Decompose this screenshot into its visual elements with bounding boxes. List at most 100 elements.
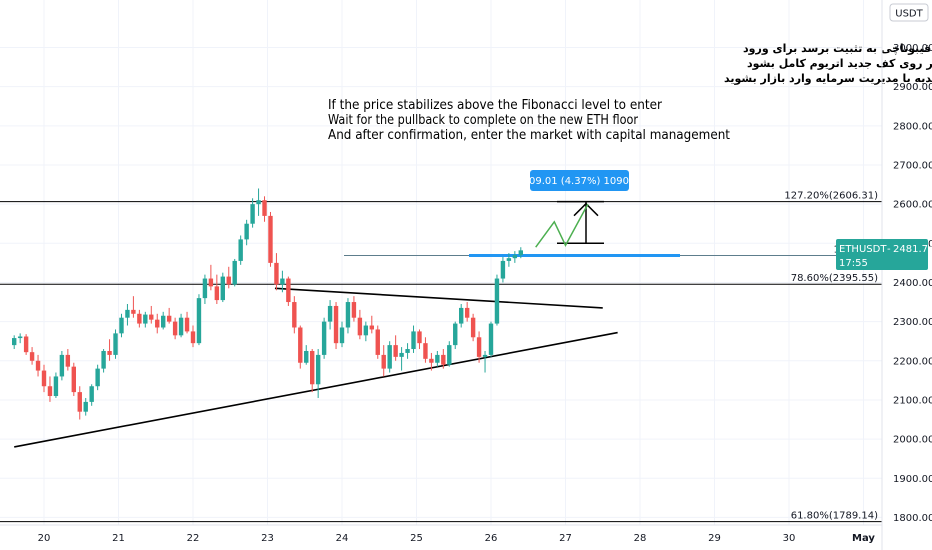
price-tick-label: 2000.00 bbox=[893, 435, 932, 446]
candle bbox=[35, 354, 41, 377]
candle-body bbox=[166, 315, 172, 322]
candle-body bbox=[435, 354, 440, 363]
candle bbox=[441, 349, 446, 369]
candle-body bbox=[47, 386, 53, 397]
price-tick-label: 2400.00 bbox=[893, 278, 932, 289]
candle bbox=[369, 315, 374, 334]
candle bbox=[238, 235, 243, 265]
currency-button-bg[interactable] bbox=[889, 3, 929, 22]
currency-button[interactable]: USDT bbox=[889, 3, 929, 22]
projection-path bbox=[535, 203, 589, 248]
candle bbox=[482, 350, 488, 373]
currency-button-label[interactable]: USDT bbox=[895, 9, 923, 20]
candle-body bbox=[399, 352, 404, 357]
candle bbox=[41, 364, 47, 393]
candle-body bbox=[178, 317, 184, 336]
candle bbox=[298, 325, 303, 369]
candle-body bbox=[315, 354, 321, 385]
candle bbox=[220, 272, 225, 303]
price-tag: ETHUSDT - 2481.74 17:55 bbox=[836, 239, 932, 270]
candle-body bbox=[494, 278, 500, 324]
candle-body bbox=[172, 321, 178, 336]
candle bbox=[321, 317, 327, 359]
price-tick-label: 2800.00 bbox=[893, 121, 932, 132]
persian-annotation: قیمت اگر بالای تراز فیبوناچی به تثبیت بر… bbox=[724, 42, 932, 85]
candle bbox=[155, 313, 160, 334]
candle bbox=[23, 334, 29, 355]
candle bbox=[375, 325, 380, 359]
candle-body bbox=[417, 331, 422, 344]
candle-body bbox=[393, 345, 398, 357]
candle bbox=[250, 198, 255, 228]
english-annotation: If the price stabilizes above the Fibona… bbox=[328, 97, 730, 143]
candle-body bbox=[292, 302, 297, 328]
candle-body bbox=[387, 345, 392, 369]
price-tag-bg bbox=[836, 239, 928, 270]
candle-body bbox=[321, 321, 327, 355]
time-tick-label: 20 bbox=[38, 533, 51, 544]
candle bbox=[184, 311, 190, 334]
candle-body bbox=[29, 352, 35, 361]
candle bbox=[464, 302, 470, 322]
candle bbox=[95, 364, 100, 391]
candle bbox=[65, 349, 71, 371]
candle bbox=[226, 266, 231, 289]
price-range-measure bbox=[557, 200, 604, 245]
candle bbox=[315, 349, 321, 398]
candle-body bbox=[304, 350, 309, 363]
time-tick-label: 25 bbox=[410, 533, 423, 544]
candle bbox=[119, 313, 124, 338]
time-tick-label: 30 bbox=[783, 533, 796, 544]
candle bbox=[131, 296, 136, 318]
fib-label: 78.60%(2395.55) bbox=[791, 273, 878, 284]
candle bbox=[71, 362, 76, 397]
candle bbox=[292, 296, 297, 334]
candle-body bbox=[83, 401, 88, 412]
candle bbox=[244, 219, 249, 246]
time-tick-label: 21 bbox=[112, 533, 125, 544]
candle-body bbox=[256, 200, 261, 205]
candle-body bbox=[149, 314, 154, 320]
candle-body bbox=[351, 302, 357, 318]
candle bbox=[399, 347, 404, 371]
candle-body bbox=[459, 307, 464, 324]
candle bbox=[512, 251, 518, 263]
candle bbox=[172, 317, 178, 340]
candle bbox=[310, 349, 315, 393]
candle-body bbox=[429, 358, 434, 363]
candle-body bbox=[59, 354, 65, 377]
candle-body bbox=[357, 317, 363, 336]
candle-body bbox=[244, 223, 249, 240]
time-tick-label: 23 bbox=[261, 533, 274, 544]
candle bbox=[494, 274, 500, 326]
candle-body bbox=[363, 325, 369, 336]
candle-body bbox=[333, 305, 339, 344]
english-line-2: Wait for the pullback to complete on the… bbox=[328, 112, 638, 128]
candle-body bbox=[107, 350, 112, 355]
candle bbox=[411, 325, 416, 353]
measure-badge-bg bbox=[530, 170, 629, 191]
candle bbox=[381, 345, 386, 377]
candle bbox=[429, 352, 434, 371]
time-axis[interactable]: 20 21 22 23 24 25 26 27 28 29 30 May bbox=[0, 524, 882, 544]
candle bbox=[143, 311, 148, 328]
measure-badge: 109.01 (4.37%) 10901 bbox=[523, 170, 636, 191]
candle bbox=[29, 347, 35, 365]
candle bbox=[208, 264, 214, 291]
candle bbox=[232, 258, 237, 287]
candle bbox=[286, 276, 291, 306]
candle-body bbox=[339, 327, 345, 344]
candle bbox=[447, 341, 452, 367]
price-tick-label: 1900.00 bbox=[893, 474, 932, 485]
projection-line bbox=[535, 203, 589, 248]
candle-body bbox=[369, 325, 374, 330]
candle-body bbox=[89, 386, 94, 402]
measure-badge-label: 109.01 (4.37%) 10901 bbox=[523, 176, 636, 187]
candle bbox=[459, 303, 464, 328]
candle bbox=[101, 349, 106, 373]
candle bbox=[137, 309, 142, 328]
candle-body bbox=[500, 260, 506, 279]
candle bbox=[202, 274, 208, 304]
price-tick-label: 2600.00 bbox=[893, 200, 932, 211]
